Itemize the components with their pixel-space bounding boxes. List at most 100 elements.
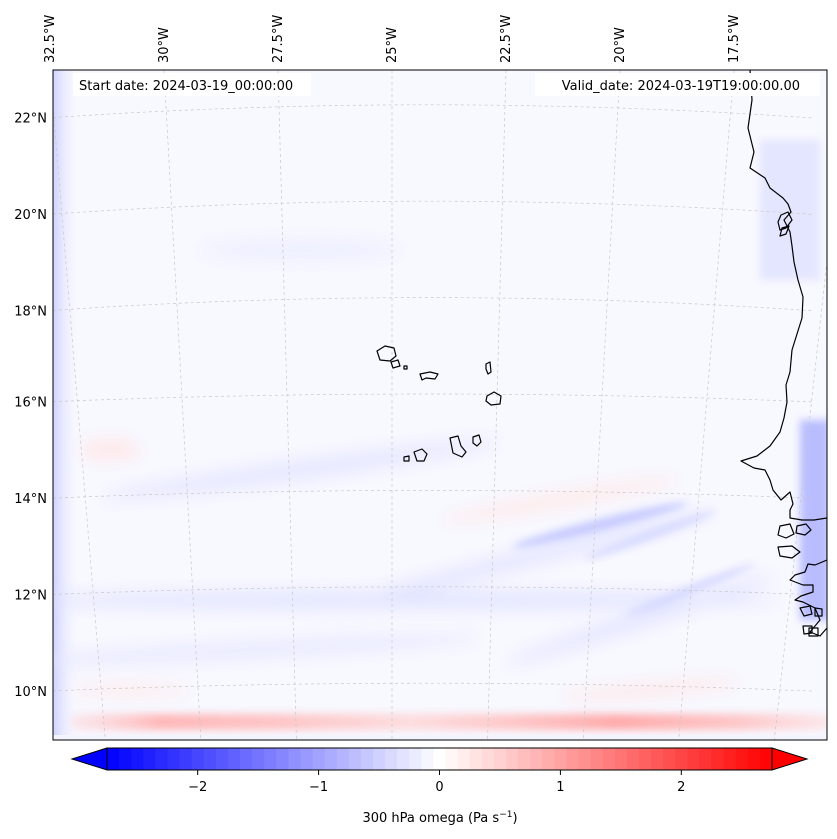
lon-label: 20°W	[613, 27, 628, 63]
lon-label: 27.5°W	[271, 15, 286, 63]
colorbar-cell	[397, 748, 410, 770]
colorbar-cell	[663, 748, 676, 770]
latitude-labels: 22°N 20°N 18°N 16°N 14°N 12°N 10°N	[14, 112, 47, 700]
colorbar-cell	[433, 748, 447, 770]
colorbar-cell	[566, 748, 580, 770]
colorbar: −2 −1 0 1 2 300 hPa omega (Pa s−1)	[70, 747, 809, 826]
meridian-line	[678, 70, 735, 740]
colorbar-tick-label: −1	[309, 780, 328, 795]
colorbar-extend-high	[771, 747, 809, 771]
colorbar-cell	[493, 748, 507, 770]
colorbar-cell	[639, 748, 652, 770]
omega-field	[53, 70, 827, 740]
colorbar-cell	[215, 748, 229, 770]
colorbar-cell	[324, 748, 338, 770]
colorbar-cell	[506, 748, 519, 770]
colorbar-cell	[711, 748, 725, 770]
lat-label: 16°N	[14, 396, 47, 411]
colorbar-cell	[651, 748, 664, 770]
lat-label: 22°N	[14, 112, 47, 127]
lon-label: 32.5°W	[43, 15, 58, 63]
lon-label: 30°W	[157, 27, 172, 63]
colorbar-cell	[457, 748, 471, 770]
colorbar-cell	[252, 748, 265, 770]
meridian-line	[487, 70, 507, 740]
coastlines	[376, 70, 827, 637]
colorbar-cell	[735, 748, 749, 770]
parallel-line	[53, 393, 814, 403]
colorbar-cell	[131, 748, 144, 770]
valid-date-label: Valid_date: 2024-03-19T19:00:00.00	[562, 79, 800, 94]
colorbar-cell	[264, 748, 277, 770]
colorbar-cell	[614, 748, 628, 770]
colorbar-cell	[687, 748, 701, 770]
colorbar-cell	[699, 748, 713, 770]
colorbar-cell	[421, 748, 435, 770]
graticule-gridlines	[53, 70, 827, 788]
colorbar-cell	[143, 748, 156, 770]
colorbar-cells	[107, 748, 773, 770]
colorbar-cell	[542, 748, 555, 770]
colorbar-cell	[119, 748, 132, 770]
colorbar-tick-label: −2	[188, 780, 207, 795]
meridian-line	[53, 102, 106, 740]
colorbar-cell	[469, 748, 483, 770]
colorbar-cell	[203, 748, 217, 770]
lon-label: 25°W	[385, 27, 400, 63]
colorbar-cell	[602, 748, 616, 770]
longitude-labels: 32.5°W 30°W 27.5°W 25°W 22.5°W 20°W 17.5°W	[43, 15, 742, 63]
colorbar-cell	[675, 748, 688, 770]
lat-label: 14°N	[14, 492, 47, 507]
parallel-line	[53, 104, 814, 119]
colorbar-cell	[373, 748, 386, 770]
colorbar-cell	[445, 748, 459, 770]
colorbar-cell	[554, 748, 568, 770]
colorbar-cell	[179, 748, 193, 770]
colorbar-tick-label: 1	[556, 780, 564, 795]
colorbar-cell	[759, 748, 773, 770]
colorbar-cell	[578, 748, 592, 770]
lat-label: 18°N	[14, 304, 47, 319]
colorbar-cell	[723, 748, 737, 770]
lat-label: 12°N	[14, 588, 47, 603]
meridian-line	[163, 70, 202, 740]
meridian-line	[773, 257, 827, 740]
colorbar-extend-low	[70, 747, 108, 771]
colorbar-cell	[276, 748, 289, 770]
plot-frame	[52, 69, 828, 741]
meridian-line	[277, 70, 297, 740]
colorbar-cell	[227, 748, 241, 770]
colorbar-cell	[107, 748, 120, 770]
parallel-line	[53, 586, 814, 596]
colorbar-cell	[348, 748, 362, 770]
colorbar-ticks: −2 −1 0 1 2	[188, 770, 685, 795]
colorbar-tick-label: 2	[677, 780, 685, 795]
colorbar-label: 300 hPa omega (Pa s−1)	[362, 810, 517, 826]
start-date-label: Start date: 2024-03-19_00:00:00	[79, 79, 293, 94]
colorbar-cell	[312, 748, 326, 770]
lon-label: 17.5°W	[727, 15, 742, 63]
colorbar-tick-label: 0	[435, 780, 443, 795]
colorbar-cell	[530, 748, 543, 770]
colorbar-cell	[409, 748, 422, 770]
colorbar-cell	[191, 748, 205, 770]
cape-verde-islands	[376, 345, 397, 362]
lon-label: 22.5°W	[499, 15, 514, 63]
meridian-line	[582, 70, 621, 740]
lat-label: 20°N	[14, 208, 47, 223]
colorbar-cell	[360, 748, 374, 770]
lat-label: 10°N	[14, 685, 47, 700]
parallel-line	[53, 780, 813, 788]
colorbar-cell	[626, 748, 640, 770]
colorbar-cell	[155, 748, 169, 770]
parallel-line	[53, 297, 814, 312]
colorbar-cell	[167, 748, 181, 770]
colorbar-cell	[300, 748, 314, 770]
colorbar-cell	[336, 748, 350, 770]
colorbar-cell	[747, 748, 761, 770]
african-coastline	[740, 70, 827, 637]
colorbar-cell	[481, 748, 495, 770]
colorbar-cell	[288, 748, 302, 770]
parallel-line	[53, 200, 814, 215]
